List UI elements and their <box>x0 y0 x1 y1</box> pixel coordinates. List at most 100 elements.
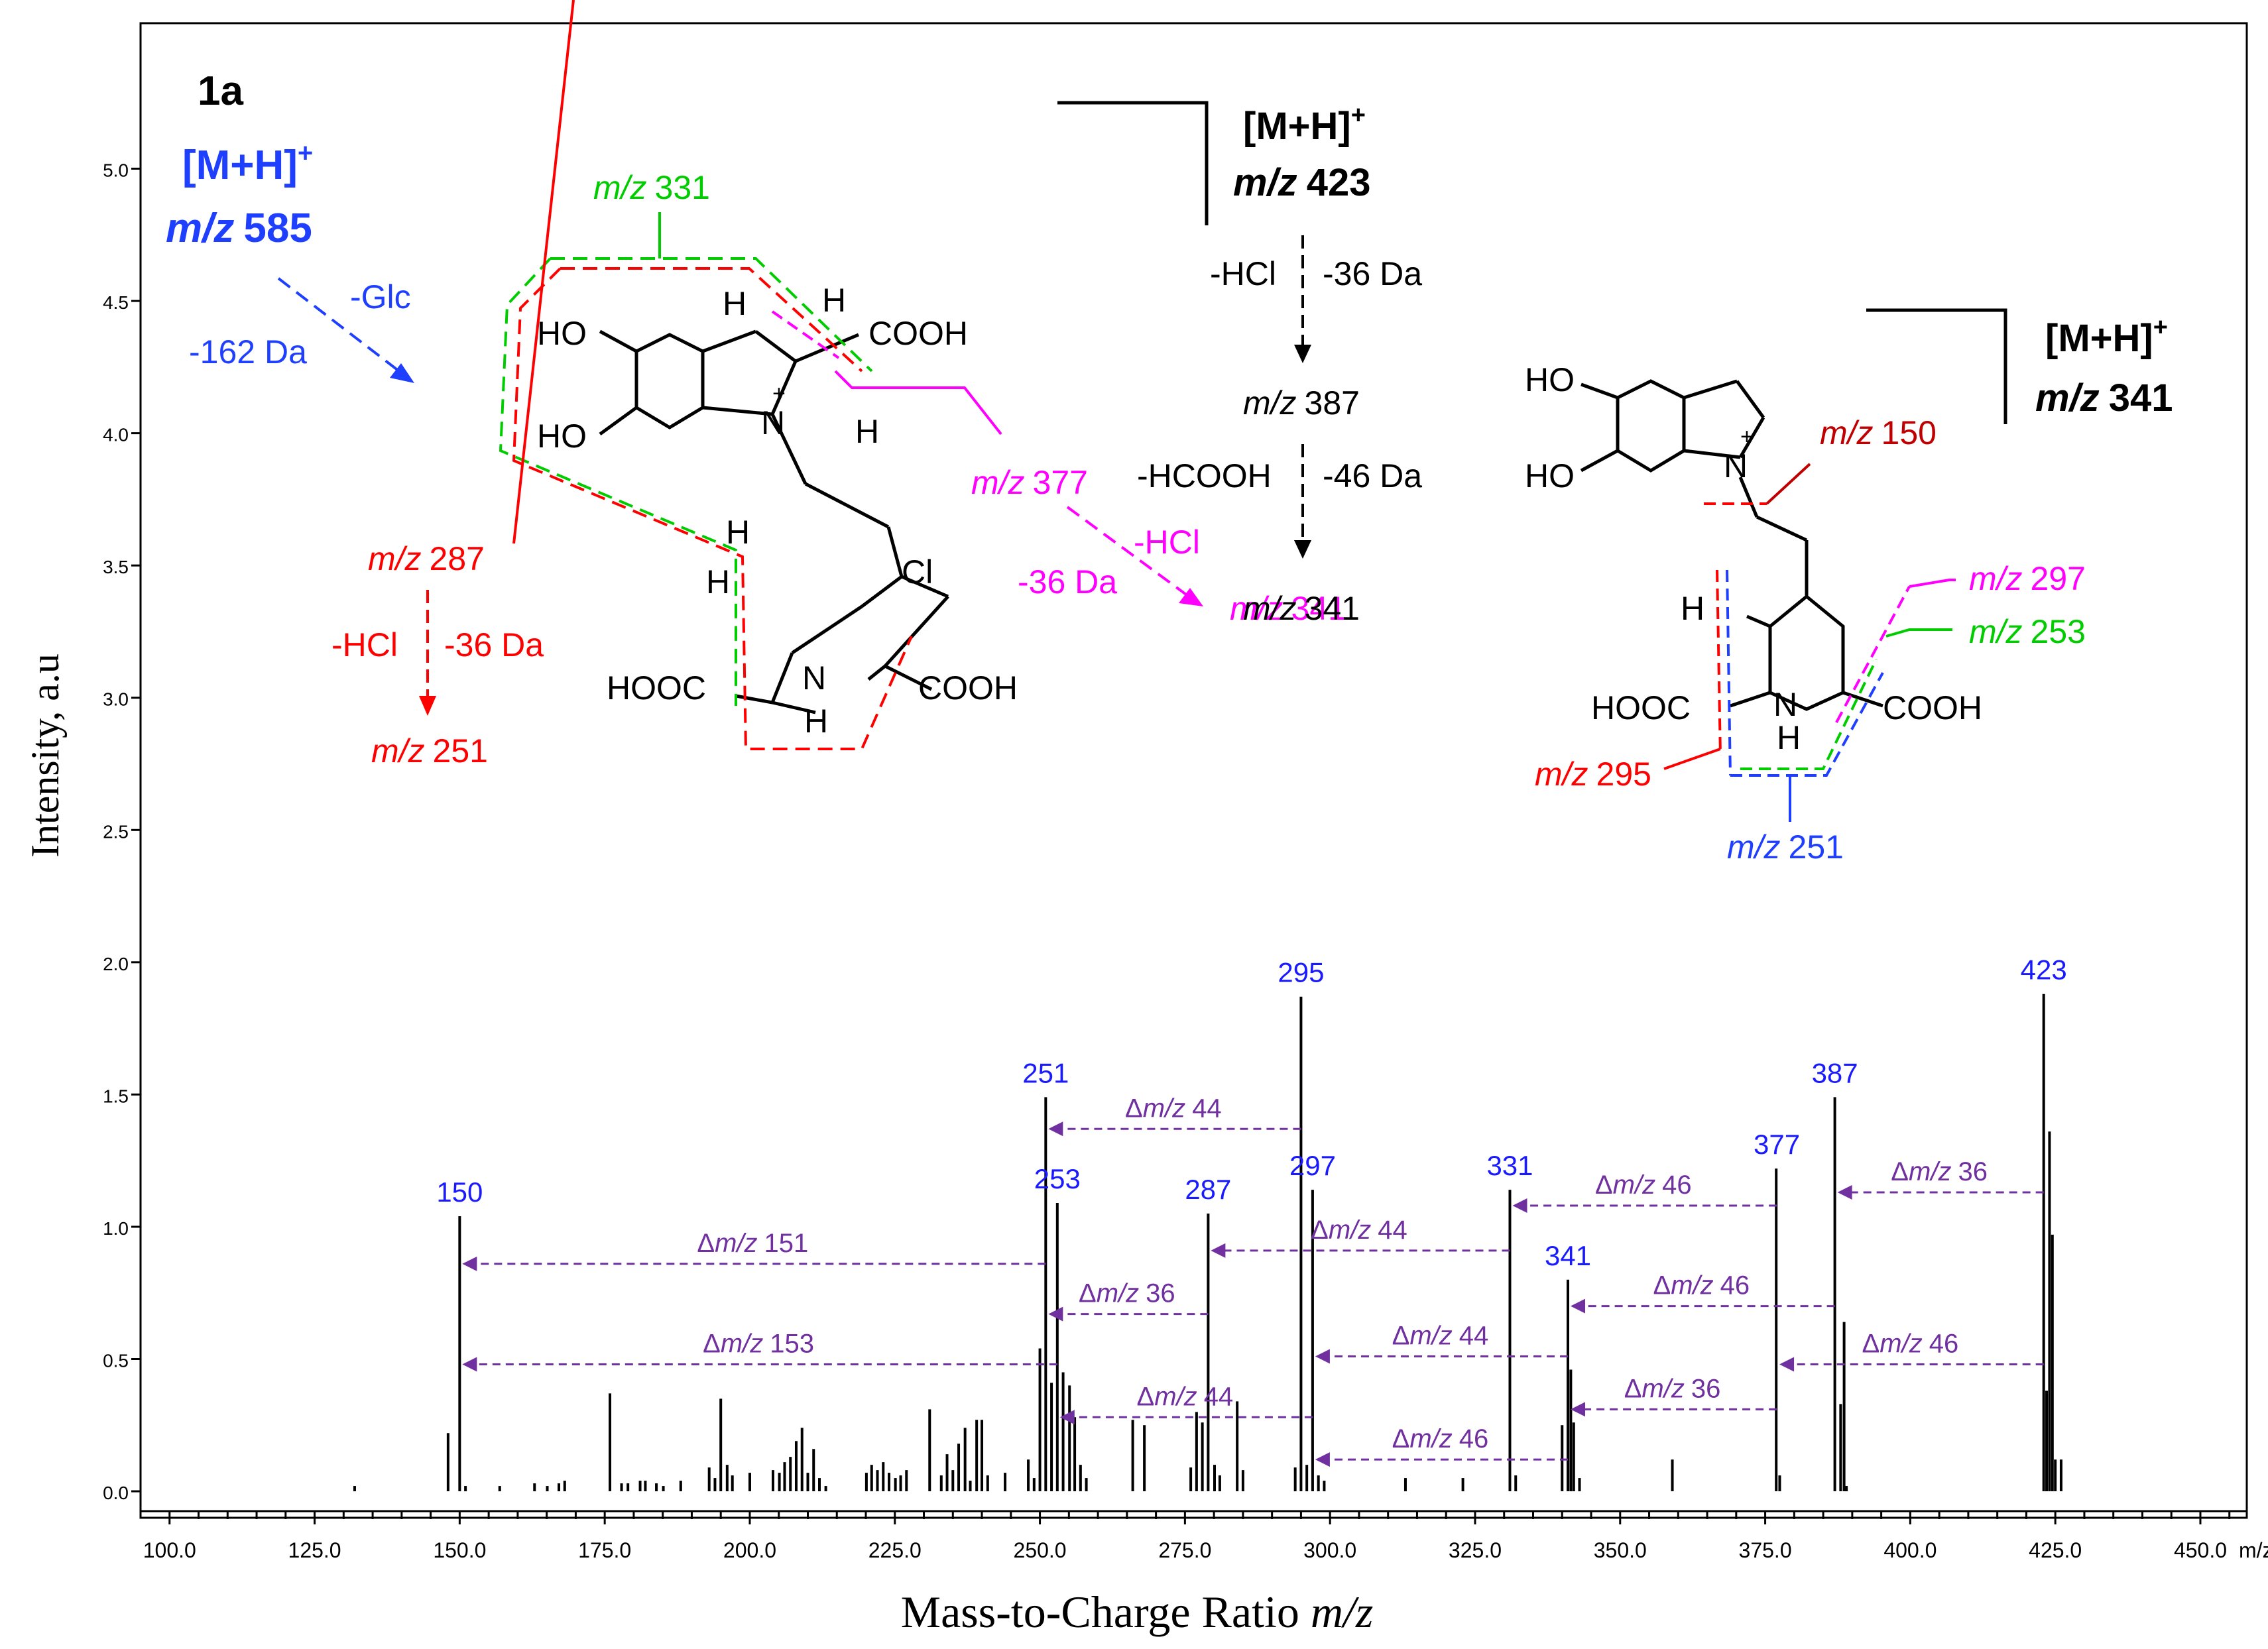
x-axis-label: Mass-to-Charge Ratio m/z <box>901 1587 1374 1637</box>
delta-arrowhead <box>1211 1243 1226 1258</box>
glc-loss-label: -Glc <box>350 278 411 315</box>
s1-n-1: N <box>761 404 785 441</box>
delta-arrowhead <box>1059 1410 1075 1425</box>
s1-cooh-top: COOH <box>868 315 968 352</box>
parent-ion-charge: + <box>298 139 313 168</box>
peak-label: 377 <box>1754 1129 1800 1160</box>
peak-label: 295 <box>1278 957 1324 988</box>
frag-295-label: m/z 295 <box>1535 756 1651 793</box>
delta-arrowhead <box>1779 1357 1795 1372</box>
ion-423-bracket <box>1057 101 1209 225</box>
s1-ho-bottom: HO <box>537 418 587 455</box>
peak-labels: 150 251 253 287 295 297 331 341 377 387 423 <box>436 954 2066 1271</box>
frag-253-label: m/z 253 <box>1969 613 2086 650</box>
s1-h-4: H <box>726 514 750 551</box>
ion-423-label: [M+H]+ <box>1243 101 1366 148</box>
frag-251-label-right: m/z 251 <box>1727 828 1844 866</box>
s2-n-1: N <box>1724 447 1748 484</box>
frag-377-leader <box>834 370 1002 435</box>
x-tick-label: 100.0 <box>143 1538 196 1562</box>
x-tick-label: 325.0 <box>1449 1538 1502 1562</box>
parent-ion-label: [M+H]+ <box>182 139 313 188</box>
path-hcl: -HCl <box>1210 255 1276 292</box>
frag-341-label-mid: m/z 341 <box>1230 590 1346 627</box>
peak-label: 331 <box>1486 1150 1533 1181</box>
s1-h-1: H <box>723 285 746 322</box>
s1-ho-top: HO <box>537 315 587 352</box>
peak-label: 297 <box>1289 1150 1336 1181</box>
delta-label: Δm/z 36 <box>1079 1279 1175 1308</box>
s2-ho-bottom: HO <box>1525 457 1575 494</box>
frag-253-cut <box>1740 659 1878 770</box>
y-tick-label: 1.0 <box>103 1218 129 1239</box>
delta-label: Δm/z 46 <box>1862 1329 1959 1358</box>
delta-arrowhead <box>1837 1185 1852 1200</box>
x-tick-label: 300.0 <box>1303 1538 1356 1562</box>
x-tick-label: 150.0 <box>433 1538 486 1562</box>
frag-251-cut-bottom <box>1730 672 1884 777</box>
delta-arrowhead <box>1315 1349 1330 1364</box>
frag-251-cut-left <box>1726 569 1732 776</box>
peak-label: 423 <box>2021 954 2067 986</box>
parent-mz-value: 585 <box>243 205 312 251</box>
structure-1-bonds <box>599 329 949 714</box>
x-tick-label: 125.0 <box>288 1538 341 1562</box>
s1-h-3: H <box>855 413 879 450</box>
frag-295-leader <box>1663 748 1721 770</box>
x-unit-label: m/z <box>2239 1538 2268 1562</box>
y-tick-label: 2.5 <box>103 821 129 842</box>
frag-297-label: m/z 297 <box>1969 560 2086 597</box>
delta-label: Δm/z 46 <box>1595 1170 1692 1200</box>
peak-label: 387 <box>1812 1057 1858 1088</box>
path-46: -46 Da <box>1323 457 1422 494</box>
glc-loss-da: -162 Da <box>189 333 307 370</box>
x-tick-label: 400.0 <box>1883 1538 1937 1562</box>
peak-label: 341 <box>1545 1240 1591 1271</box>
frag-251-label-left: m/z 251 <box>371 732 488 769</box>
da36-loss-label-377: -36 Da <box>1018 563 1117 600</box>
hcl-loss-label-377: -HCl <box>1134 524 1200 561</box>
y-tick-label: 4.0 <box>103 425 129 445</box>
glc-loss-arrow <box>277 277 409 379</box>
hcl-loss-label-left: -HCl <box>331 626 398 663</box>
y-tick-label: 2.0 <box>103 954 129 974</box>
peak-label: 253 <box>1034 1163 1081 1194</box>
frag-297-leader <box>1909 579 1956 588</box>
plot-frame <box>139 22 2248 1519</box>
delta-label: Δm/z 153 <box>703 1329 814 1358</box>
frag-331-label: m/z 331 <box>593 169 710 206</box>
delta-label: Δm/z 44 <box>1311 1216 1407 1245</box>
parent-mz-prefix: m/z <box>166 205 234 251</box>
frag-377-label: m/z 377 <box>971 464 1088 501</box>
s1-plus: + <box>772 381 786 406</box>
x-tick-label: 250.0 <box>1014 1538 1067 1562</box>
delta-label: Δm/z 151 <box>697 1229 808 1258</box>
frag-150-label: m/z 150 <box>1820 414 1937 451</box>
delta-label: Δm/z 36 <box>1624 1374 1721 1403</box>
delta-arrowhead <box>1315 1452 1330 1467</box>
frag-287-leader <box>512 0 575 544</box>
x-tick-label: 225.0 <box>868 1538 922 1562</box>
x-axis-ticks: 100.0 125.0 150.0 175.0 200.0 225.0 250.0 275.0… <box>141 1510 2268 1562</box>
delta-arrowhead <box>1048 1121 1063 1137</box>
panel-label: 1a <box>198 68 243 114</box>
s2-plus: + <box>1740 424 1754 449</box>
path-arrowhead-1 <box>1294 345 1311 363</box>
s2-h-1: H <box>1681 590 1704 627</box>
y-tick-label: 3.0 <box>103 689 129 710</box>
path-387: m/z 387 <box>1243 384 1360 422</box>
annotation-layer: 1a [M+H]+ m/z 585 -Glc -162 Da <box>166 0 2173 866</box>
da36-loss-label-left: -36 Da <box>444 626 544 663</box>
x-tick-label: 350.0 <box>1594 1538 1647 1562</box>
s1-cooh-bottom: COOH <box>918 669 1018 707</box>
frag-287-label: m/z 287 <box>368 540 485 577</box>
s1-n-2: N <box>802 659 826 697</box>
ion-423-mz: m/z 423 <box>1233 161 1370 204</box>
delta-arrowhead <box>1571 1298 1586 1314</box>
delta-arrowhead <box>462 1256 477 1271</box>
y-tick-label: 1.5 <box>103 1086 129 1106</box>
y-tick-label: 5.0 <box>103 160 129 181</box>
frag-287-outline-top <box>560 267 863 372</box>
y-axis-ticks: 0.0 0.5 1.0 1.5 2.0 2.5 3.0 3.5 4.0 4.5 5.0 <box>103 160 141 1503</box>
hcl-loss-arrowhead-left <box>419 696 436 716</box>
